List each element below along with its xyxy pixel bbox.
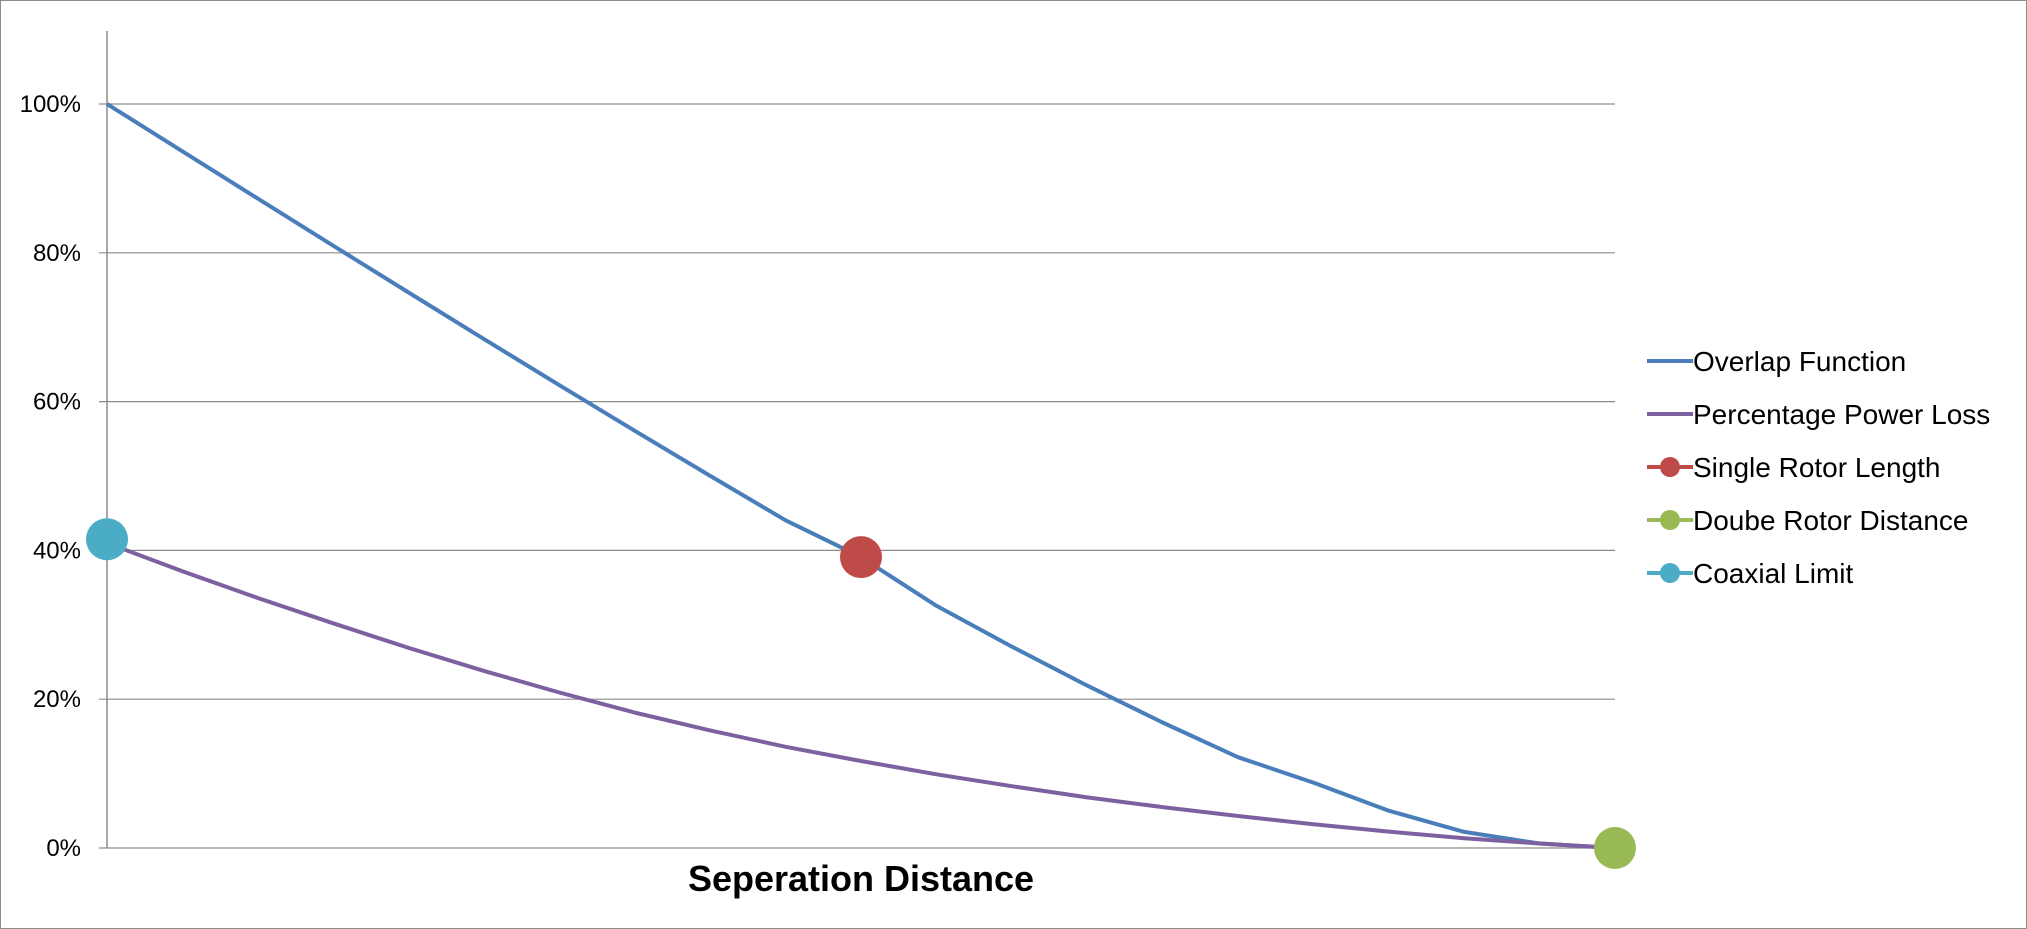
series-points (86, 518, 1636, 869)
legend-label: Single Rotor Length (1693, 452, 1941, 483)
y-tick-label: 20% (33, 686, 81, 713)
y-tick-label: 100% (20, 91, 81, 118)
y-tick-label: 60% (33, 389, 81, 416)
legend-label: Overlap Function (1693, 346, 1906, 377)
y-tick-labels: 0% 20% 40% 60% 80% 100% (20, 91, 81, 862)
x-axis-title: Seperation Distance (688, 858, 1034, 899)
legend: Overlap Function Percentage Power Loss Sin… (1647, 346, 1990, 589)
legend-item: Single Rotor Length (1647, 452, 1941, 483)
legend-label: Coaxial Limit (1693, 558, 1853, 589)
series-line-percentage-power-loss (106, 541, 1616, 850)
legend-swatch-marker (1660, 457, 1680, 477)
gridlines (99, 103, 1615, 849)
legend-item: Percentage Power Loss (1647, 399, 1990, 430)
legend-swatch-marker (1660, 563, 1680, 583)
y-tick-label: 0% (46, 835, 81, 862)
data-point-coaxial-limit (86, 518, 128, 561)
y-tick-label: 40% (33, 537, 81, 564)
legend-item: Coaxial Limit (1647, 558, 1853, 589)
series-lines (105, 102, 1616, 850)
data-point-single-rotor-length (840, 536, 882, 579)
legend-label: Doube Rotor Distance (1693, 505, 1968, 536)
data-point-doube-rotor-distance (1594, 827, 1636, 869)
legend-swatch-marker (1660, 510, 1680, 530)
y-tick-label: 80% (33, 240, 81, 267)
legend-label: Percentage Power Loss (1693, 399, 1990, 430)
series-line-overlap-function (105, 102, 1616, 850)
legend-item: Doube Rotor Distance (1647, 505, 1968, 536)
legend-item: Overlap Function (1647, 346, 1906, 377)
